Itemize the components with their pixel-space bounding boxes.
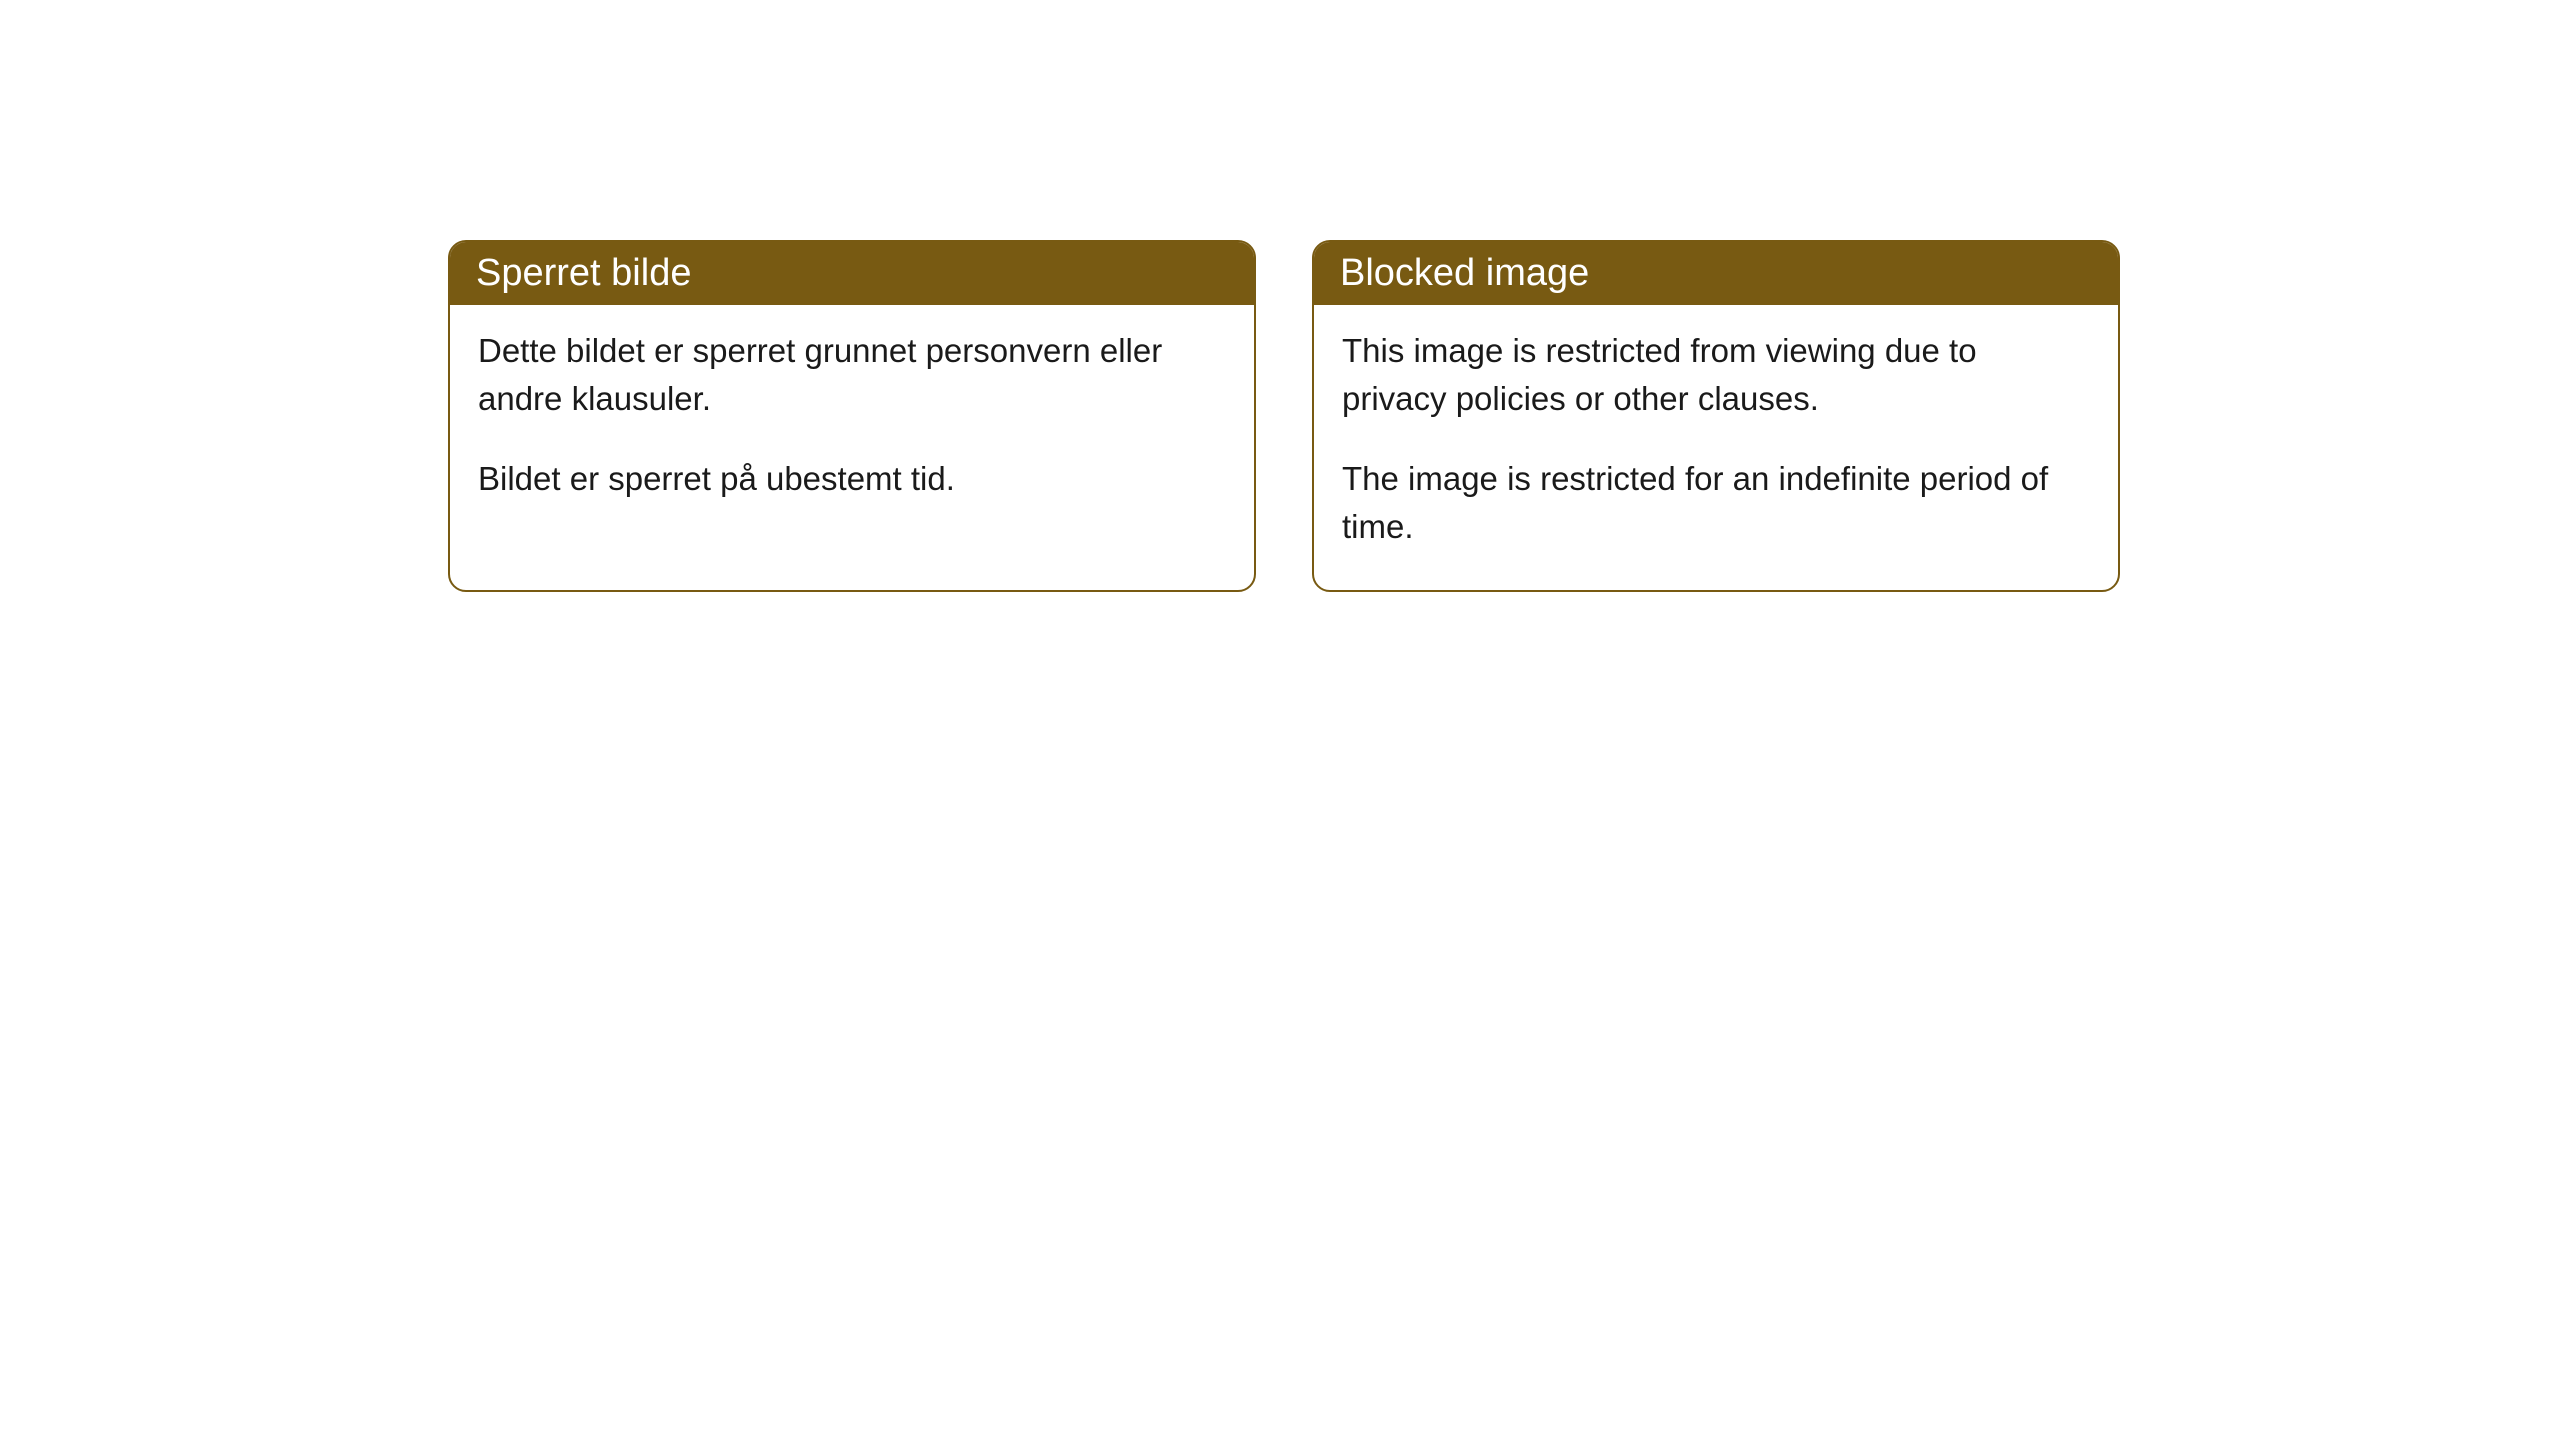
card-paragraph: The image is restricted for an indefinit… (1342, 455, 2090, 551)
notice-cards-container: Sperret bilde Dette bildet er sperret gr… (448, 240, 2120, 592)
card-paragraph: Dette bildet er sperret grunnet personve… (478, 327, 1226, 423)
card-body-english: This image is restricted from viewing du… (1314, 305, 2118, 590)
card-header-norwegian: Sperret bilde (450, 242, 1254, 305)
card-paragraph: Bildet er sperret på ubestemt tid. (478, 455, 1226, 503)
blocked-image-card-english: Blocked image This image is restricted f… (1312, 240, 2120, 592)
card-paragraph: This image is restricted from viewing du… (1342, 327, 2090, 423)
card-body-norwegian: Dette bildet er sperret grunnet personve… (450, 305, 1254, 543)
card-title: Sperret bilde (476, 252, 691, 294)
card-header-english: Blocked image (1314, 242, 2118, 305)
card-title: Blocked image (1340, 252, 1589, 294)
blocked-image-card-norwegian: Sperret bilde Dette bildet er sperret gr… (448, 240, 1256, 592)
